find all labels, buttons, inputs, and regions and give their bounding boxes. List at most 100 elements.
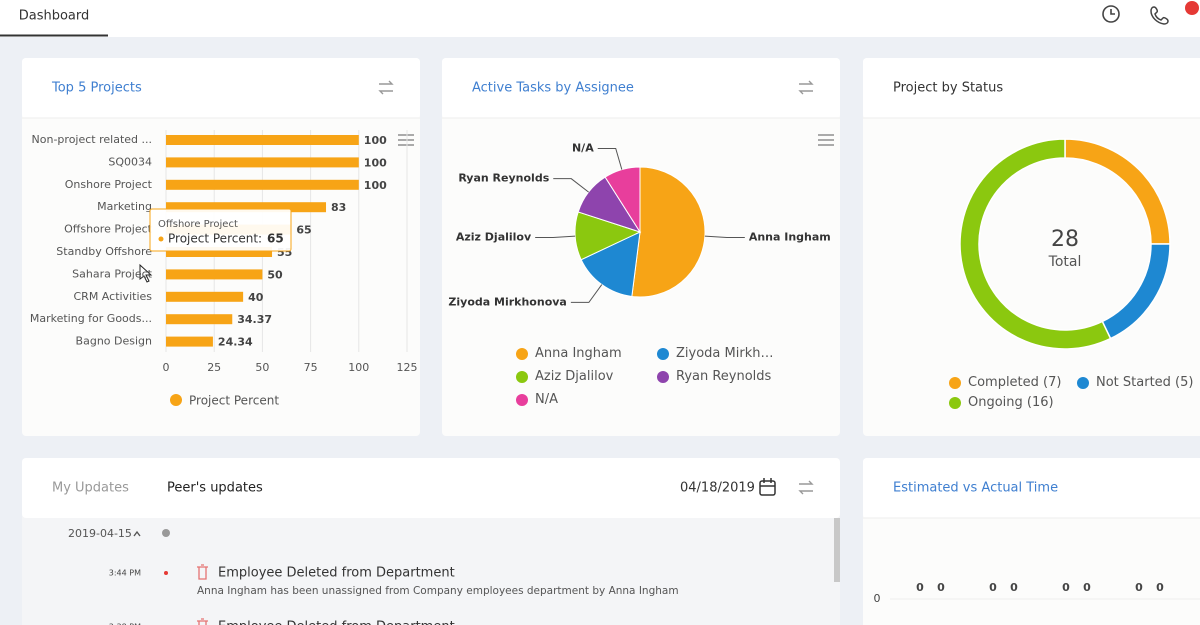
panel-title: Estimated vs Actual Time bbox=[893, 481, 1058, 496]
top-bar bbox=[0, 0, 1200, 37]
menu-icon[interactable] bbox=[818, 134, 834, 146]
legend-swatch bbox=[516, 371, 528, 383]
refresh-icon[interactable] bbox=[798, 80, 814, 95]
refresh-icon[interactable] bbox=[378, 80, 394, 95]
tooltip-title: Offshore Project bbox=[158, 219, 238, 230]
panel-updates bbox=[22, 458, 840, 625]
update-time: 3:38 PM bbox=[109, 623, 141, 625]
updates-tab[interactable]: Peer's updates bbox=[167, 481, 263, 496]
bar bbox=[166, 314, 233, 325]
value-label: 100 bbox=[364, 156, 387, 169]
legend-label: N/A bbox=[535, 392, 558, 407]
value-label: 100 bbox=[364, 134, 387, 147]
value-label: 0 bbox=[989, 581, 997, 594]
y-tick-label: Sahara Project bbox=[72, 267, 153, 280]
leader-line bbox=[704, 235, 745, 238]
x-tick-label: 100 bbox=[348, 361, 369, 374]
update-title: Employee Deleted from Department bbox=[218, 566, 455, 581]
legend-swatch bbox=[949, 397, 961, 409]
value-label: 24.34 bbox=[218, 336, 253, 349]
legend-swatch bbox=[516, 348, 528, 360]
slice-label: Ryan Reynolds bbox=[458, 172, 549, 185]
clock-icon[interactable] bbox=[1102, 5, 1120, 23]
bar bbox=[166, 202, 327, 213]
tooltip-label: Project Percent: bbox=[168, 232, 262, 246]
center-label: Total bbox=[1048, 254, 1082, 270]
value-label: 0 bbox=[1135, 581, 1143, 594]
legend-label: Ziyoda Mirkhonova bbox=[676, 346, 776, 361]
legend-label: Ongoing (16) bbox=[968, 395, 1054, 410]
legend-label: Anna Ingham bbox=[535, 346, 622, 361]
y-tick-label: Marketing for Goods... bbox=[30, 312, 152, 325]
panel-estimated bbox=[863, 458, 1200, 625]
y-tick-label: CRM Activities bbox=[74, 290, 153, 303]
update-description: Anna Ingham has been unassigned from Com… bbox=[197, 585, 679, 597]
update-time: 3:44 PM bbox=[109, 569, 141, 578]
slice-label: Ziyoda Mirkhonova bbox=[448, 295, 566, 308]
leader-line bbox=[535, 235, 576, 238]
value-label: 0 bbox=[1010, 581, 1018, 594]
value-label: 0 bbox=[1156, 581, 1164, 594]
leader-line bbox=[570, 284, 603, 303]
value-label: 65 bbox=[296, 224, 311, 237]
updates-tab[interactable]: My Updates bbox=[52, 481, 129, 496]
tooltip-dot bbox=[158, 236, 164, 242]
value-label: 83 bbox=[331, 201, 346, 214]
legend-label: Completed (7) bbox=[968, 375, 1062, 390]
legend-swatch bbox=[1077, 377, 1089, 389]
slice-label: Aziz Djalilov bbox=[456, 230, 532, 243]
value-label: 0 bbox=[937, 581, 945, 594]
legend-swatch bbox=[657, 348, 669, 360]
update-title: Employee Deleted from Department bbox=[218, 620, 455, 625]
legend-swatch bbox=[657, 371, 669, 383]
calendar-icon[interactable] bbox=[759, 478, 776, 496]
value-label: 0 bbox=[916, 581, 924, 594]
slice-label: N/A bbox=[572, 141, 594, 154]
legend-label: Aziz Djalilov bbox=[535, 369, 614, 384]
trash-icon bbox=[197, 564, 208, 580]
y-tick-label: Offshore Project bbox=[64, 223, 153, 236]
trash-icon bbox=[197, 618, 208, 625]
updates-date[interactable]: 04/18/2019 bbox=[680, 481, 755, 496]
x-tick-label: 0 bbox=[163, 361, 170, 374]
phone-icon[interactable] bbox=[1150, 6, 1169, 25]
legend-label: Not Started (5) bbox=[1096, 375, 1194, 390]
value-label: 0 bbox=[1062, 581, 1070, 594]
bar bbox=[166, 247, 273, 257]
legend-swatch bbox=[516, 394, 528, 406]
bar bbox=[166, 179, 359, 190]
x-tick-label: 50 bbox=[255, 361, 269, 374]
legend-label: Project Percent bbox=[189, 394, 279, 408]
leader-line bbox=[553, 178, 589, 193]
cursor bbox=[139, 263, 153, 283]
y-tick-label: 0 bbox=[874, 592, 881, 605]
pie-slice bbox=[580, 231, 641, 298]
x-tick-label: 75 bbox=[304, 361, 318, 374]
refresh-icon[interactable] bbox=[798, 480, 814, 495]
notification-badge[interactable] bbox=[1185, 1, 1199, 15]
panel-title: Active Tasks by Assignee bbox=[472, 81, 634, 96]
y-tick-label: SQ0034 bbox=[108, 155, 152, 168]
tooltip-value: 65 bbox=[267, 232, 284, 246]
legend-swatch bbox=[170, 394, 182, 406]
x-tick-label: 125 bbox=[397, 361, 418, 374]
timeline-dot bbox=[164, 571, 168, 575]
timeline-dot bbox=[162, 529, 170, 537]
value-label: 100 bbox=[364, 179, 387, 192]
slice-label: Anna Ingham bbox=[749, 230, 831, 243]
leader-line bbox=[597, 147, 623, 170]
group-date: 2019-04-15 bbox=[68, 527, 132, 540]
value-label: 0 bbox=[1083, 581, 1091, 594]
nav-tab[interactable]: Dashboard bbox=[19, 9, 90, 24]
y-tick-label: Onshore Project bbox=[65, 178, 153, 191]
y-tick-label: Standby Offshore bbox=[56, 245, 152, 258]
x-tick-label: 25 bbox=[207, 361, 221, 374]
collapse-caret[interactable] bbox=[133, 530, 141, 537]
legend-label: Ryan Reynolds bbox=[676, 369, 772, 384]
value-label: 50 bbox=[267, 268, 283, 281]
menu-icon[interactable] bbox=[398, 134, 414, 146]
center-value: 28 bbox=[1051, 227, 1079, 252]
bar bbox=[166, 157, 359, 168]
